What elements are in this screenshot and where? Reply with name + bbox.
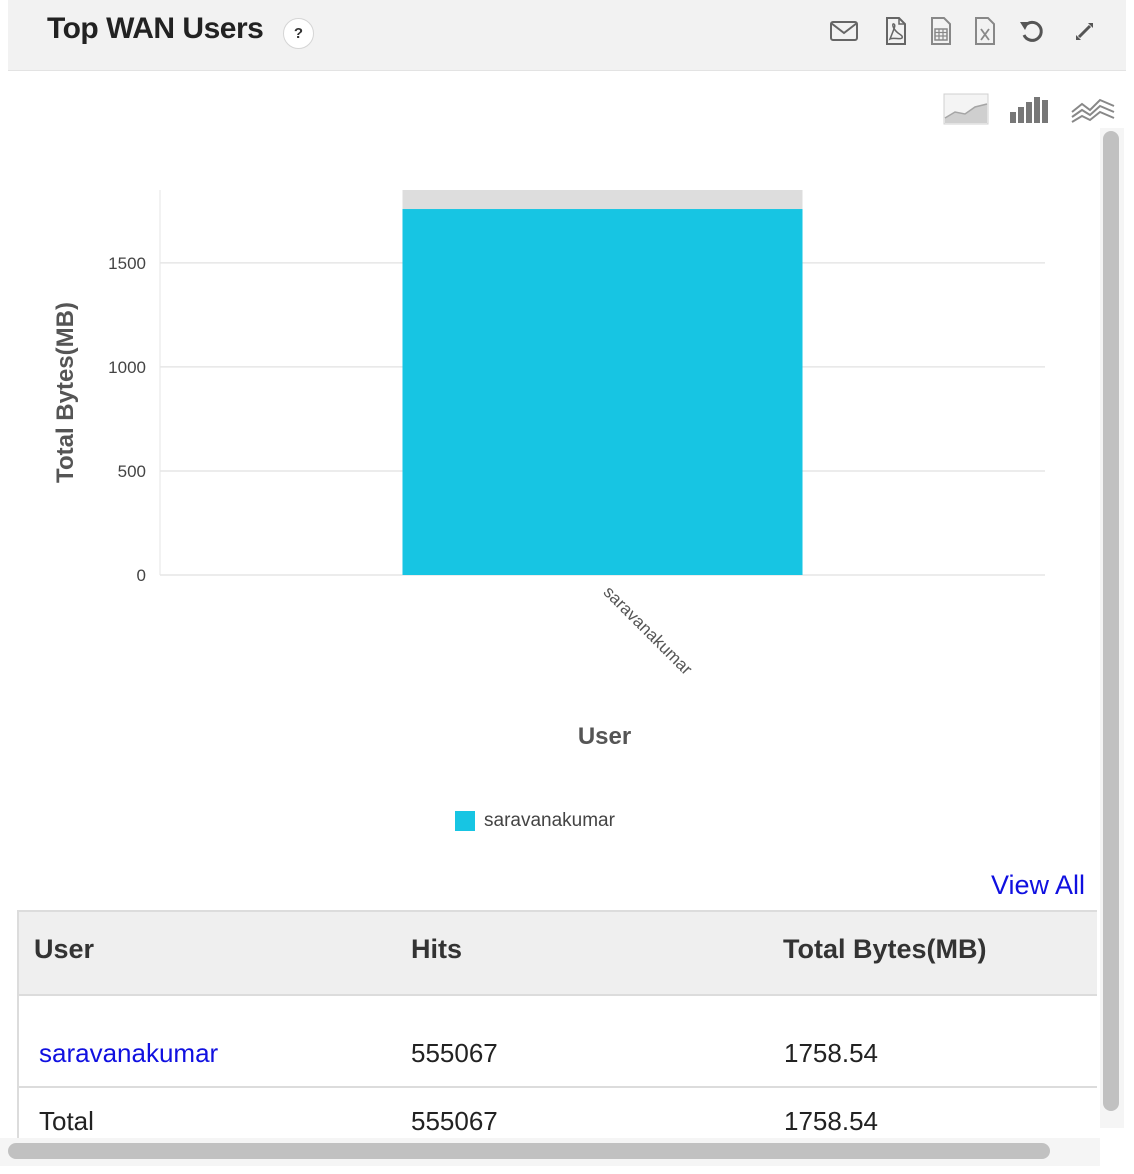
row-divider	[19, 1086, 1097, 1088]
widget-title: Top WAN Users	[47, 12, 264, 45]
bar	[402, 209, 803, 575]
total-row-bytes: 1758.54	[784, 1106, 878, 1136]
y-tick-label: 1000	[108, 358, 146, 377]
excel-icon[interactable]	[968, 15, 1000, 47]
view-all-link[interactable]: View All	[990, 870, 1085, 900]
widget-header: Top WAN Users ?	[8, 0, 1126, 71]
legend-label[interactable]: saravanakumar	[484, 810, 615, 831]
table-row-user-link[interactable]: saravanakumar	[39, 1038, 219, 1068]
x-axis-title: User	[578, 723, 631, 750]
header-hits[interactable]: Hits	[411, 934, 463, 964]
horizontal-scrollbar-thumb[interactable]	[8, 1143, 1050, 1159]
users-table: User Hits Total Bytes(MB) saravanakumar …	[17, 910, 1097, 1140]
legend-swatch[interactable]	[455, 811, 475, 831]
bar-chart: 0 500 1000 1500 saravanakumar User Total Bytes…	[52, 190, 1045, 750]
area-chart-icon[interactable]	[943, 92, 989, 126]
table-row-bytes: 1758.54	[784, 1038, 878, 1068]
vertical-scrollbar-thumb[interactable]	[1103, 131, 1119, 1111]
help-button[interactable]: ?	[283, 18, 314, 49]
header-user[interactable]: User	[34, 934, 95, 964]
pdf-icon[interactable]	[879, 15, 911, 47]
bar-chart-icon[interactable]	[1008, 92, 1052, 126]
y-axis-title: Total Bytes(MB)	[52, 302, 79, 483]
header-total-bytes[interactable]: Total Bytes(MB)	[783, 934, 987, 964]
email-icon[interactable]	[828, 15, 860, 47]
table-row-hits: 555067	[411, 1038, 498, 1068]
expand-icon[interactable]	[1068, 15, 1100, 47]
refresh-icon[interactable]	[1016, 15, 1048, 47]
x-tick-label: saravanakumar	[600, 582, 697, 679]
y-tick-label: 1500	[108, 254, 146, 273]
table-header: User Hits Total Bytes(MB)	[19, 912, 1097, 996]
total-row-label: Total	[39, 1106, 94, 1136]
total-row-hits: 555067	[411, 1106, 498, 1136]
csv-icon[interactable]	[924, 15, 956, 47]
line-chart-icon[interactable]	[1070, 92, 1116, 126]
y-tick-label: 0	[137, 566, 146, 585]
y-tick-label: 500	[118, 462, 146, 481]
